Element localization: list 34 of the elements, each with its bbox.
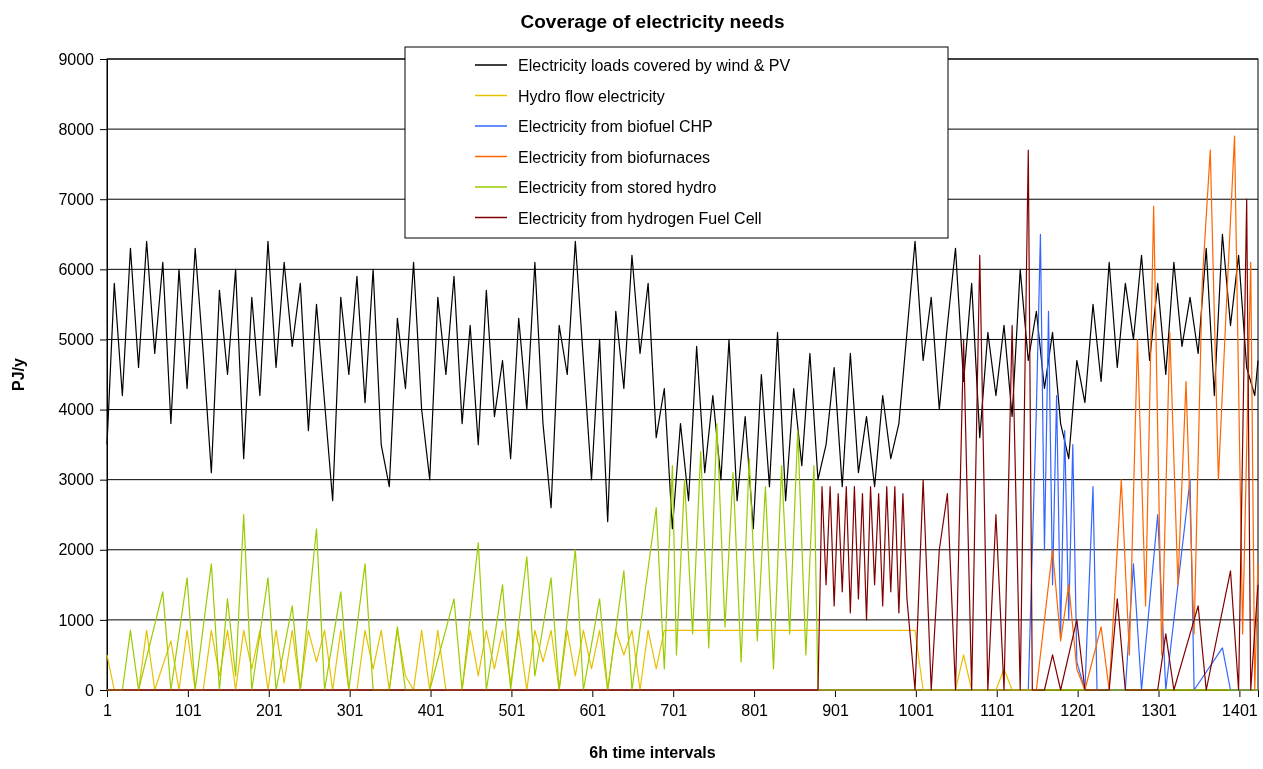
y-tick-label: 6000: [58, 260, 95, 278]
legend-label: Hydro flow electricity: [518, 87, 665, 105]
legend-label: Electricity from biofuel CHP: [518, 118, 713, 135]
x-tick-label: 801: [741, 702, 769, 720]
y-tick-label: 2000: [58, 541, 95, 559]
y-tick-label: 9000: [58, 50, 95, 68]
x-tick-label: 701: [660, 702, 688, 720]
y-tick-label: 0: [85, 681, 95, 699]
x-tick-label: 201: [255, 702, 283, 720]
y-tick-label: 1000: [58, 611, 95, 629]
y-tick-label: 8000: [58, 120, 95, 138]
x-tick-label: 401: [417, 702, 445, 720]
x-tick-label: 101: [175, 702, 202, 720]
x-tick-label: 601: [579, 702, 607, 720]
chart-title: Coverage of electricity needs: [520, 11, 785, 32]
legend-label: Electricity loads covered by wind & PV: [518, 57, 791, 74]
x-tick-label: 901: [822, 702, 849, 720]
y-tick-label: 4000: [58, 401, 95, 419]
y-tick-label: 7000: [58, 190, 95, 208]
x-tick-label: 1101: [980, 702, 1015, 720]
x-tick-label: 1: [103, 702, 113, 720]
y-tick-label: 5000: [58, 331, 95, 349]
x-tick-label: 301: [336, 702, 364, 720]
legend-label: Electricity from stored hydro: [518, 179, 717, 196]
y-tick-label: 3000: [58, 471, 95, 489]
x-tick-label: 1401: [1222, 702, 1258, 720]
x-tick-label: 1301: [1141, 702, 1177, 720]
x-axis-title: 6h time intervals: [589, 744, 716, 761]
x-tick-label: 1201: [1060, 702, 1097, 720]
y-axis-title: PJ/y: [10, 357, 27, 391]
legend-label: Electricity from biofurnaces: [518, 148, 711, 166]
x-tick-label: 501: [498, 702, 526, 720]
x-tick-label: 1001: [898, 702, 935, 720]
legend-label: Electricity from hydrogen Fuel Cell: [518, 209, 762, 227]
